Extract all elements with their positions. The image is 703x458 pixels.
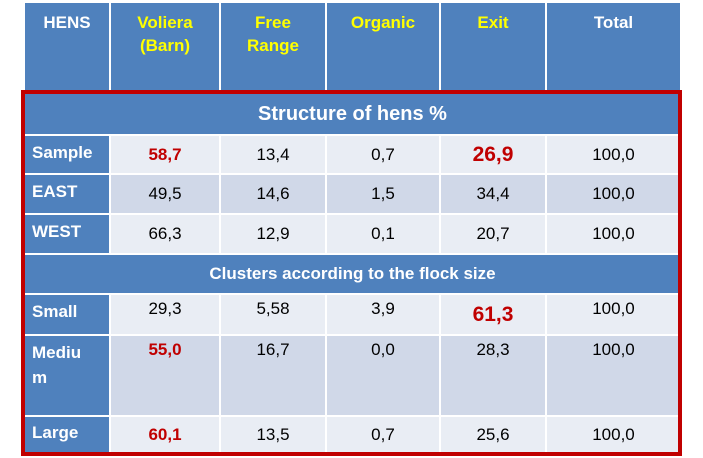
cell-west-total: 100,0 xyxy=(547,215,680,253)
header-free-range: Free Range xyxy=(221,3,325,90)
cell-west-voliera: 66,3 xyxy=(111,215,219,253)
cell-small-free-range: 5,58 xyxy=(221,295,325,334)
row-label-east: EAST xyxy=(25,175,109,213)
header-total: Total xyxy=(547,3,680,90)
cell-east-free-range: 14,6 xyxy=(221,175,325,213)
cell-large-free-range: 13,5 xyxy=(221,417,325,453)
cell-west-free-range: 12,9 xyxy=(221,215,325,253)
cell-large-voliera: 60,1 xyxy=(111,417,219,453)
cell-medium-voliera: 55,0 xyxy=(111,336,219,415)
cell-east-total: 100,0 xyxy=(547,175,680,213)
header-exit: Exit xyxy=(441,3,545,90)
cell-west-exit: 20,7 xyxy=(441,215,545,253)
cell-sample-exit: 26,9 xyxy=(441,136,545,173)
header-hens: HENS xyxy=(25,3,109,90)
header-organic: Organic xyxy=(327,3,439,90)
cell-medium-exit: 28,3 xyxy=(441,336,545,415)
cell-large-exit: 25,6 xyxy=(441,417,545,453)
cell-sample-organic: 0,7 xyxy=(327,136,439,173)
cell-east-voliera: 49,5 xyxy=(111,175,219,213)
cell-medium-total: 100,0 xyxy=(547,336,680,415)
row-label-medium: Mediu m xyxy=(25,336,109,415)
section-clusters-flock-size: Clusters according to the flock size xyxy=(25,255,680,293)
cell-medium-organic: 0,0 xyxy=(327,336,439,415)
cell-east-organic: 1,5 xyxy=(327,175,439,213)
cell-east-exit: 34,4 xyxy=(441,175,545,213)
row-label-small: Small xyxy=(25,295,109,334)
header-voliera-barn: Voliera (Barn) xyxy=(111,3,219,90)
cell-small-voliera: 29,3 xyxy=(111,295,219,334)
cell-sample-total: 100,0 xyxy=(547,136,680,173)
row-label-sample: Sample xyxy=(25,136,109,173)
cell-sample-free-range: 13,4 xyxy=(221,136,325,173)
section-structure-of-hens: Structure of hens % xyxy=(25,94,680,134)
cell-medium-free-range: 16,7 xyxy=(221,336,325,415)
cell-small-total: 100,0 xyxy=(547,295,680,334)
cell-small-organic: 3,9 xyxy=(327,295,439,334)
cell-large-organic: 0,7 xyxy=(327,417,439,453)
cell-sample-voliera: 58,7 xyxy=(111,136,219,173)
row-label-west: WEST xyxy=(25,215,109,253)
cell-west-organic: 0,1 xyxy=(327,215,439,253)
row-label-large: Large xyxy=(25,417,109,453)
cell-large-total: 100,0 xyxy=(547,417,680,453)
cell-small-exit: 61,3 xyxy=(441,295,545,334)
